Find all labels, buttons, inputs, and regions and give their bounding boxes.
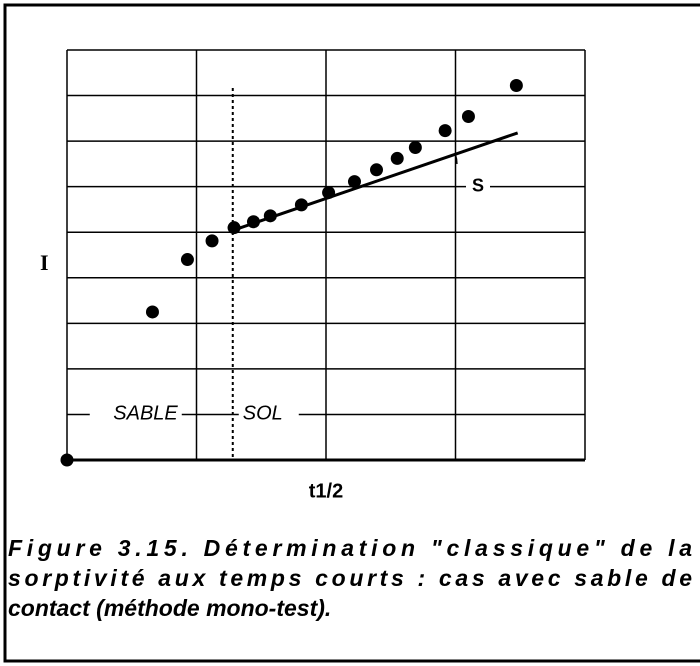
point: [438, 124, 452, 138]
caption: Figure 3.15. Détermination "classique" d…: [8, 535, 692, 561]
point: [347, 175, 361, 189]
x-axis-label: t1/2: [309, 480, 343, 502]
point: [461, 110, 475, 124]
point: [246, 215, 260, 229]
point: [370, 163, 384, 177]
label-bg: [238, 402, 299, 427]
point: [145, 305, 159, 319]
y-axis-label: I: [40, 250, 49, 275]
boundary-label: SABLE: [113, 403, 178, 425]
point: [227, 221, 241, 235]
point: [408, 140, 422, 154]
point: [180, 253, 194, 267]
angle-arc: [454, 154, 458, 164]
fit-line: [233, 131, 519, 232]
caption: contact (méthode mono-test).: [8, 595, 331, 621]
caption: sorptivité aux temps courts : cas avec s…: [8, 565, 692, 591]
slope-label: S: [472, 175, 484, 195]
boundary-label: SOL: [243, 403, 283, 425]
point: [294, 198, 308, 212]
point: [60, 453, 74, 467]
point: [263, 209, 277, 223]
point: [322, 186, 336, 200]
label-bg: [466, 174, 490, 199]
point: [509, 79, 523, 93]
point: [205, 234, 219, 248]
frame: [3, 3, 700, 663]
label-bg: [89, 402, 182, 427]
point: [390, 151, 404, 165]
